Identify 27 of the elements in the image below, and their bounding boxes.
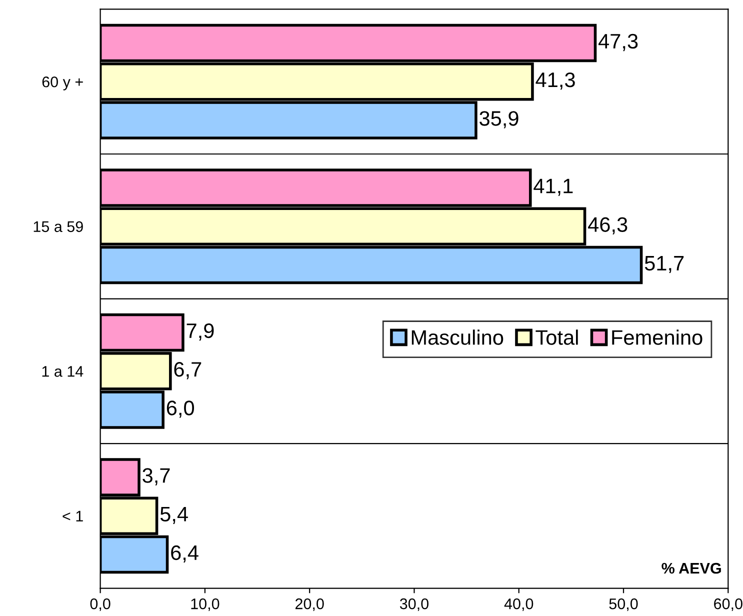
data-label: 41,1 — [534, 178, 573, 196]
y-tick-label: 15 a 59 — [34, 221, 83, 232]
data-label: 6,7 — [174, 362, 202, 380]
x-tick-label: 10,0 — [191, 598, 220, 612]
legend-label: Masculino — [412, 330, 504, 345]
data-label: 6,0 — [166, 400, 194, 418]
data-label: 41,3 — [536, 72, 575, 90]
annotation: % AEVG — [662, 562, 721, 574]
x-tick-label: 0,0 — [90, 598, 110, 612]
data-label: 46,3 — [588, 217, 628, 234]
legend-label: Total — [536, 330, 578, 345]
data-label: 51,7 — [644, 256, 684, 274]
legend-label: Femenino — [612, 330, 702, 345]
x-tick-label: 60,0 — [714, 598, 742, 612]
x-tick-label: 20,0 — [295, 598, 324, 612]
y-tick-label: 1 a 14 — [42, 366, 84, 377]
data-label: 7,9 — [186, 323, 214, 341]
data-label: 3,7 — [142, 468, 170, 486]
data-label: 47,3 — [598, 34, 638, 52]
x-tick-label: 40,0 — [504, 598, 534, 612]
y-tick-label: 60 y + — [42, 76, 83, 90]
x-tick-label: 50,0 — [609, 598, 638, 612]
data-label: 5,4 — [160, 506, 188, 524]
x-tick-label: 30,0 — [400, 598, 428, 612]
data-label: 6,4 — [171, 545, 198, 563]
data-label: 35,9 — [480, 111, 518, 128]
y-tick-label: < 1 — [62, 510, 83, 522]
